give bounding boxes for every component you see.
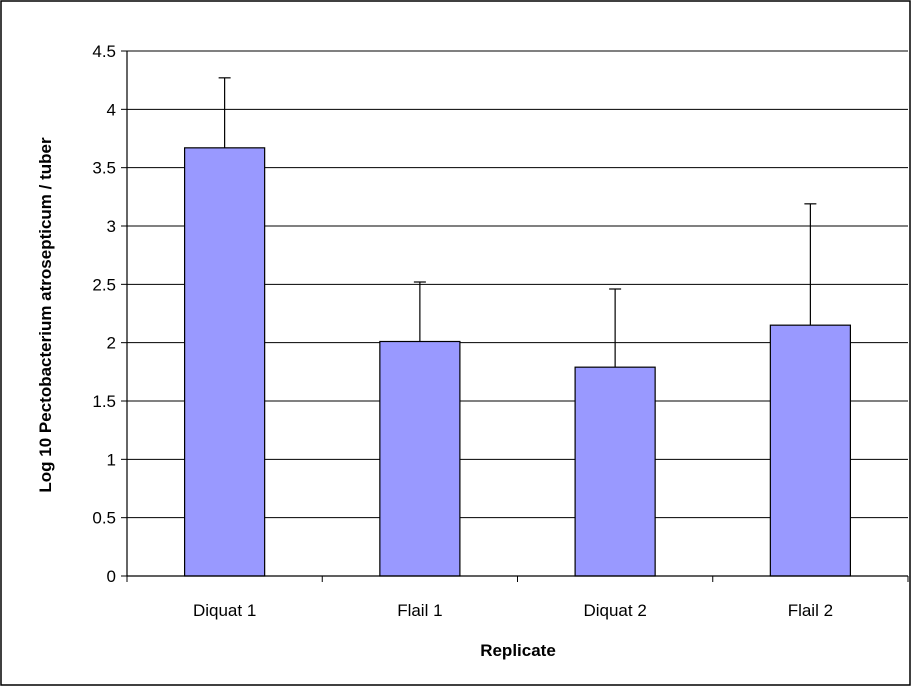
bars [183,147,852,577]
y-tick-label: 0 [107,567,116,586]
x-tick-label: Diquat 1 [193,601,256,620]
bar [379,340,461,577]
x-tick-label: Diquat 2 [583,601,646,620]
y-tick-label: 2 [107,334,116,353]
bar [574,366,656,577]
y-tick-label: 1.5 [92,392,116,411]
y-tick-label: 3.5 [92,159,116,178]
y-tick-label: 1 [107,450,116,469]
x-tick-label: Flail 2 [788,601,833,620]
y-axis-title: Log 10 Pectobacterium atrosepticum / tub… [36,137,55,493]
y-tick-label: 4 [107,100,116,119]
bar [183,147,266,577]
tick-labels: 0 0.5 1 1.5 2 2.5 3 3.5 4 4.5 Diquat 1 Flail 1 Diqua… [92,42,833,620]
axes [121,50,909,582]
y-tick-label: 3 [107,217,116,236]
x-tick-label: Flail 1 [397,601,442,620]
y-tick-label: 0.5 [92,509,116,528]
bar [769,324,852,577]
x-axis-title: Replicate [480,641,556,660]
error-bars [218,77,817,368]
y-tick-label: 4.5 [92,42,116,61]
y-tick-label: 2.5 [92,275,116,294]
